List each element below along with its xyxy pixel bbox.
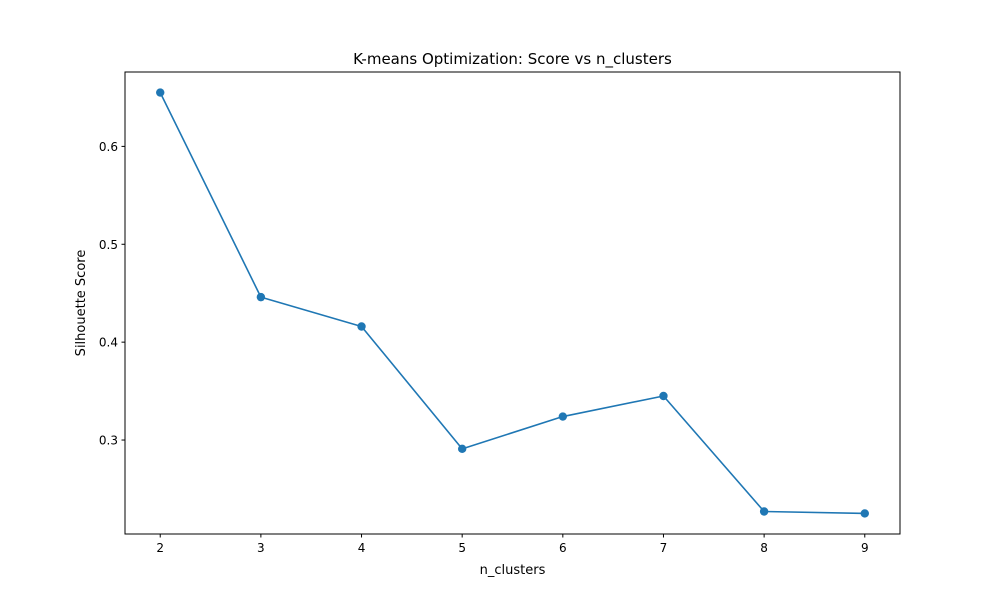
x-tick-label: 4 xyxy=(358,541,366,555)
y-tick-label: 0.3 xyxy=(99,434,118,448)
data-point xyxy=(860,509,869,518)
x-tick-label: 8 xyxy=(760,541,768,555)
plot-area-frame xyxy=(124,71,901,535)
x-tick-label: 2 xyxy=(156,541,164,555)
x-tick-label: 9 xyxy=(861,541,869,555)
chart-title: K-means Optimization: Score vs n_cluster… xyxy=(353,50,672,69)
x-tick-label: 7 xyxy=(660,541,668,555)
y-tick-label: 0.6 xyxy=(99,140,118,154)
y-tick-label: 0.5 xyxy=(99,238,118,252)
data-point xyxy=(558,412,568,421)
y-axis-ticks: 0.3 0.4 0.5 0.6 xyxy=(99,140,125,448)
data-point xyxy=(659,391,668,401)
data-point xyxy=(759,507,769,516)
data-point xyxy=(156,88,165,97)
y-axis-label: Silhouette Score xyxy=(74,250,89,357)
x-tick-label: 6 xyxy=(559,541,567,555)
y-tick-label: 0.4 xyxy=(99,336,118,350)
data-point xyxy=(457,444,467,454)
x-tick-label: 5 xyxy=(458,541,466,555)
x-axis-label: n_clusters xyxy=(480,563,546,578)
x-axis-ticks: 2 3 4 5 6 7 8 9 xyxy=(156,534,869,555)
data-point xyxy=(256,292,266,302)
series-layer xyxy=(156,88,869,518)
data-point xyxy=(357,322,366,331)
x-tick-label: 3 xyxy=(257,541,265,555)
series-line xyxy=(159,91,866,515)
